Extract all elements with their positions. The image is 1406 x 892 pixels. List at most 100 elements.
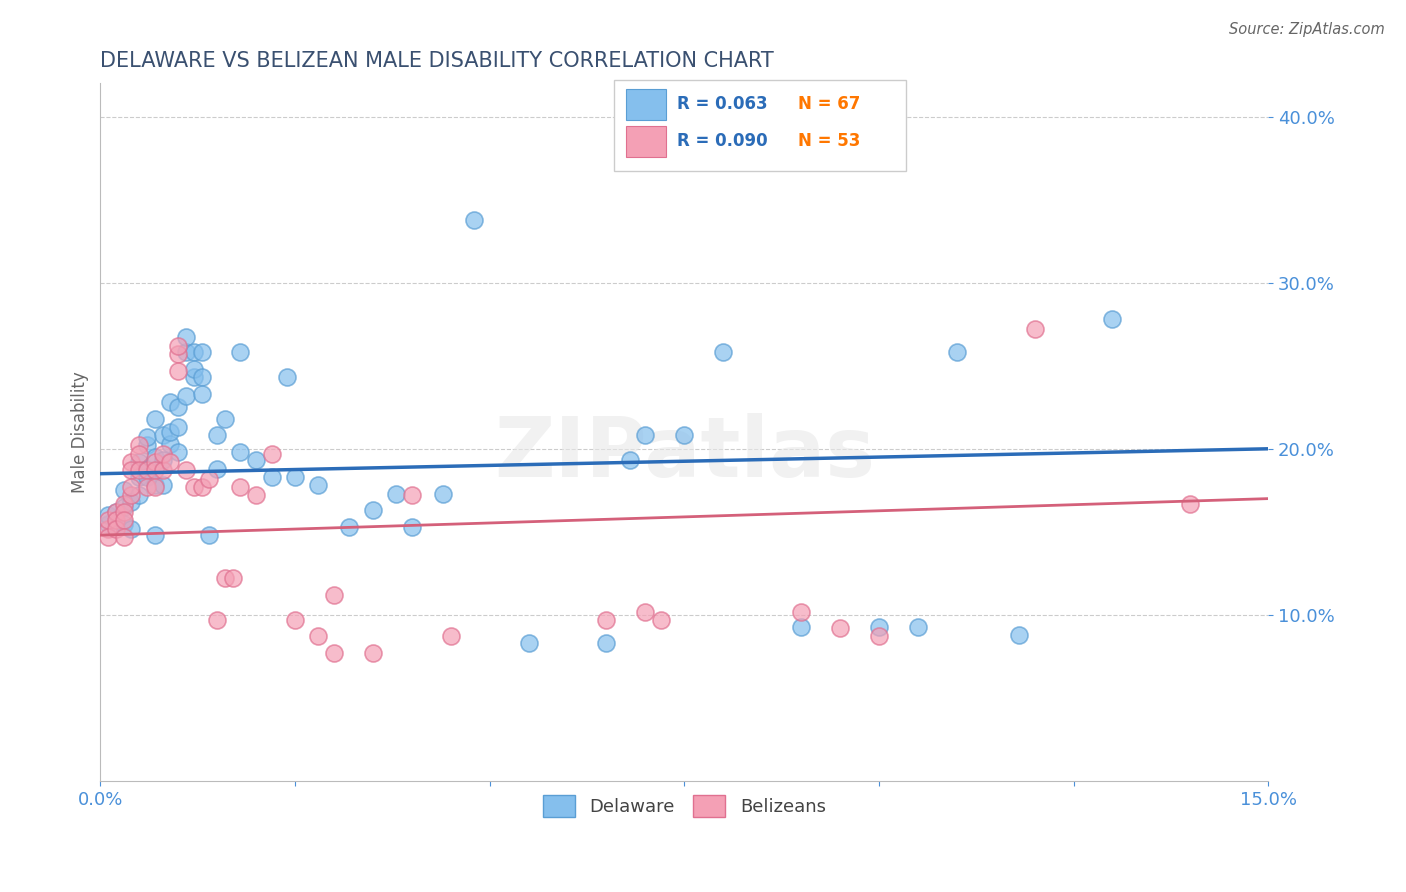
Point	[339, 520, 361, 534]
Point	[229, 445, 252, 459]
Point	[190, 370, 212, 384]
Point	[229, 345, 252, 359]
FancyBboxPatch shape	[626, 89, 665, 120]
Point	[159, 455, 181, 469]
Point	[174, 463, 197, 477]
Point	[595, 636, 617, 650]
Point	[128, 463, 150, 477]
Point	[112, 505, 135, 519]
Point	[595, 613, 617, 627]
Text: DELAWARE VS BELIZEAN MALE DISABILITY CORRELATION CHART: DELAWARE VS BELIZEAN MALE DISABILITY COR…	[100, 51, 775, 70]
Point	[307, 478, 329, 492]
Point	[650, 613, 672, 627]
Point	[205, 428, 228, 442]
Point	[945, 345, 967, 359]
Point	[136, 438, 159, 452]
Point	[214, 412, 236, 426]
Text: N = 53: N = 53	[797, 132, 860, 150]
Point	[229, 480, 252, 494]
Point	[276, 370, 298, 384]
Point	[152, 447, 174, 461]
Point	[1024, 322, 1046, 336]
Point	[463, 212, 485, 227]
Point	[167, 420, 190, 434]
Point	[361, 503, 384, 517]
Point	[97, 516, 120, 531]
Point	[190, 345, 212, 359]
Point	[1008, 628, 1031, 642]
Point	[159, 425, 181, 439]
Point	[97, 530, 120, 544]
Point	[167, 339, 190, 353]
Point	[121, 463, 143, 477]
Point	[167, 445, 190, 459]
Point	[104, 505, 127, 519]
Point	[790, 619, 813, 633]
Point	[322, 588, 344, 602]
Point	[183, 480, 205, 494]
Point	[183, 370, 205, 384]
Point	[112, 513, 135, 527]
Point	[143, 528, 166, 542]
Point	[121, 480, 143, 494]
Point	[152, 478, 174, 492]
Point	[112, 516, 135, 531]
Point	[152, 428, 174, 442]
Point	[183, 345, 205, 359]
Point	[121, 495, 143, 509]
Point	[121, 488, 143, 502]
FancyBboxPatch shape	[626, 126, 665, 157]
Point	[790, 605, 813, 619]
Point	[214, 571, 236, 585]
Point	[868, 630, 890, 644]
Point	[128, 447, 150, 461]
Point	[1180, 497, 1202, 511]
Text: Source: ZipAtlas.com: Source: ZipAtlas.com	[1229, 22, 1385, 37]
Point	[190, 387, 212, 401]
Y-axis label: Male Disability: Male Disability	[72, 371, 89, 493]
Point	[401, 488, 423, 502]
Point	[121, 455, 143, 469]
Point	[104, 513, 127, 527]
Point	[245, 453, 267, 467]
Point	[128, 488, 150, 502]
Point	[205, 613, 228, 627]
Point	[634, 605, 657, 619]
Point	[143, 450, 166, 464]
Point	[128, 438, 150, 452]
Point	[284, 470, 307, 484]
Point	[143, 463, 166, 477]
Point	[136, 480, 159, 494]
Point	[385, 486, 408, 500]
Point	[284, 613, 307, 627]
Point	[112, 500, 135, 514]
Point	[143, 478, 166, 492]
Point	[361, 646, 384, 660]
Text: R = 0.063: R = 0.063	[678, 95, 768, 113]
Point	[190, 480, 212, 494]
Point	[174, 330, 197, 344]
Point	[167, 364, 190, 378]
Text: N = 67: N = 67	[797, 95, 860, 113]
Point	[112, 497, 135, 511]
Point	[121, 522, 143, 536]
Point	[868, 619, 890, 633]
Point	[143, 455, 166, 469]
Text: R = 0.090: R = 0.090	[678, 132, 768, 150]
Point	[136, 461, 159, 475]
Point	[183, 362, 205, 376]
Point	[128, 470, 150, 484]
Point	[711, 345, 734, 359]
Point	[159, 395, 181, 409]
Point	[907, 619, 929, 633]
Point	[222, 571, 245, 585]
Point	[152, 453, 174, 467]
Point	[104, 516, 127, 531]
Point	[432, 486, 454, 500]
Point	[136, 470, 159, 484]
Point	[260, 470, 283, 484]
Point	[159, 437, 181, 451]
Point	[245, 488, 267, 502]
Point	[307, 630, 329, 644]
Point	[143, 480, 166, 494]
